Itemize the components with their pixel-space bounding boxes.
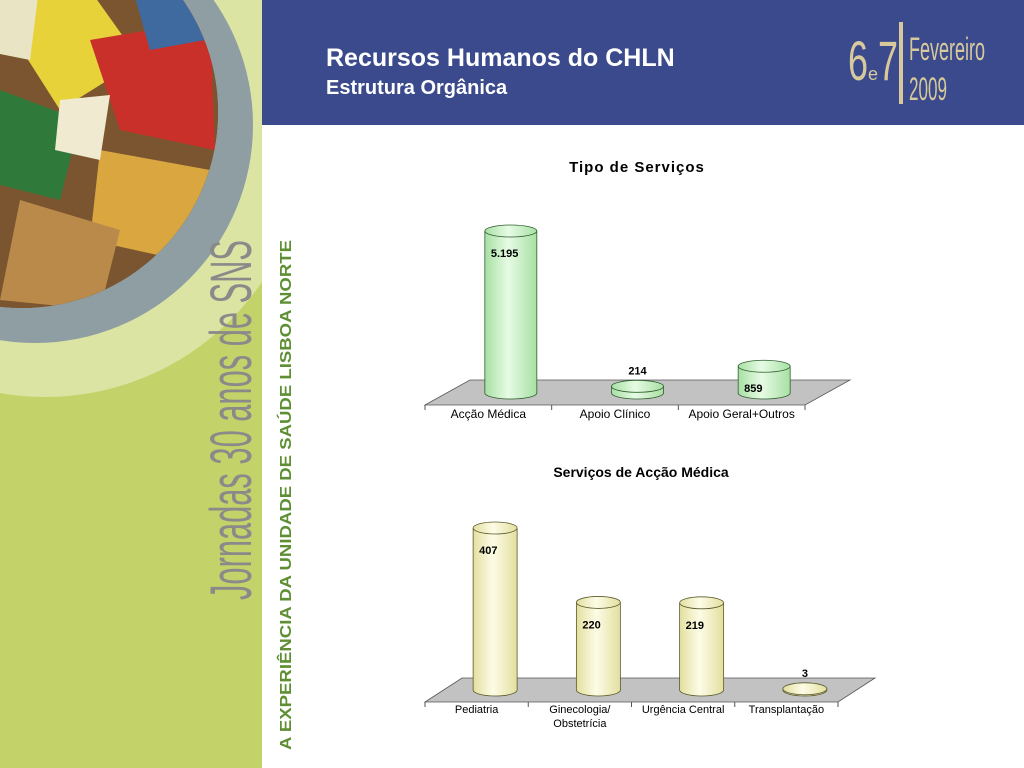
x-tick-label: Apoio Geral+Outros [688, 407, 795, 421]
value-label: 859 [744, 383, 762, 395]
bar-body [576, 602, 621, 690]
x-tick-label: Acção Médica [450, 407, 527, 421]
slide-title: Recursos Humanos do CHLN [326, 44, 675, 72]
logo-year: 2009 [909, 71, 947, 107]
bar [737, 359, 791, 400]
value-label: 5.195 [491, 248, 519, 260]
chart-title: Serviços de Acção Médica [553, 464, 729, 480]
header-band [262, 0, 1024, 125]
value-label: 214 [628, 365, 647, 377]
value-label: 3 [802, 668, 808, 680]
slide-subtitle: Estrutura Orgânica [326, 77, 508, 99]
floor [423, 677, 877, 703]
x-tick-label: Urgência Central [641, 704, 725, 716]
logo-divider [899, 22, 903, 104]
sidebar-art [0, 0, 262, 397]
bar-top [484, 224, 538, 238]
bar-top [575, 596, 621, 609]
tagline: A EXPERIÊNCIA DA UNIDADE DE SAÚDE LISBOA… [276, 240, 295, 750]
chart-title: Tipo de Serviços [569, 159, 705, 176]
bar [679, 596, 725, 697]
logo-joiner: e [868, 64, 878, 84]
bar-top [679, 596, 725, 610]
x-tick-label: Pediatria [454, 704, 499, 716]
x-tick-label: Transplantação [748, 704, 825, 716]
bar-top [737, 359, 791, 373]
bar-top [611, 379, 664, 393]
x-tick-label: Ginecologia/ Obstetrícia [549, 704, 611, 730]
bar [575, 596, 621, 697]
bar [484, 224, 538, 400]
bar [782, 682, 828, 697]
bar [472, 521, 518, 697]
bar-top [782, 682, 828, 696]
event-title: Jornadas 30 anos de SNS [199, 240, 264, 600]
logo: 6 e 7 Fevereiro 2009 [848, 22, 985, 107]
bar [611, 379, 664, 400]
value-label: 407 [479, 545, 497, 557]
value-label: 219 [686, 620, 704, 632]
bar-top [472, 521, 518, 535]
bar-body [473, 528, 518, 690]
logo-month: Fevereiro [909, 31, 985, 67]
x-tick-label: Apoio Clínico [579, 407, 651, 421]
bar-body [679, 602, 724, 690]
bar-body [484, 231, 537, 393]
value-label: 220 [582, 619, 600, 631]
logo-day: 7 [878, 29, 898, 92]
logo-day: 6 [848, 29, 868, 92]
